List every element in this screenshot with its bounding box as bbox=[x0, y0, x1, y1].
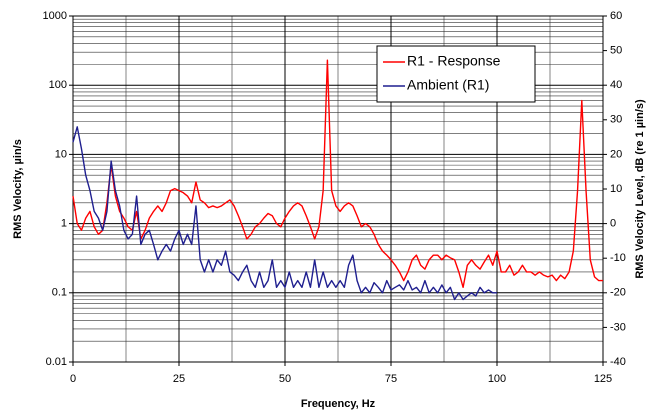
y2-tick-label: 0 bbox=[610, 218, 616, 230]
y2-tick-label: -30 bbox=[610, 321, 626, 333]
legend-box bbox=[376, 45, 536, 103]
y-tick-label: 1 bbox=[61, 218, 67, 230]
y2-axis-label: RMS Velocity Level, dB (re 1 µin/s) bbox=[634, 99, 646, 279]
x-tick-label: 125 bbox=[594, 373, 612, 385]
x-tick-label: 75 bbox=[385, 373, 397, 385]
y2-tick-label: 30 bbox=[610, 114, 622, 126]
y2-tick-label: 50 bbox=[610, 45, 622, 57]
y2-tick-label: -40 bbox=[610, 356, 626, 368]
series-line bbox=[72, 126, 497, 301]
x-tick-label: 25 bbox=[173, 373, 185, 385]
y2-tick-label: 20 bbox=[610, 148, 622, 160]
y-tick-label: 10 bbox=[55, 148, 67, 160]
plot-frame bbox=[72, 15, 604, 363]
series-line bbox=[72, 59, 603, 289]
legend-label: Ambient (R1) bbox=[407, 77, 489, 93]
y2-tick-label: -10 bbox=[610, 252, 626, 264]
y2-tick-label: 40 bbox=[610, 79, 622, 91]
legend-label: R1 - Response bbox=[407, 53, 501, 69]
x-tick-label: 100 bbox=[488, 373, 506, 385]
y-tick-label: 100 bbox=[49, 79, 67, 91]
y2-tick-label: 60 bbox=[610, 10, 622, 22]
y2-tick-label: -20 bbox=[610, 287, 626, 299]
x-axis-label: Frequency, Hz bbox=[301, 398, 376, 410]
x-tick-label: 0 bbox=[70, 373, 76, 385]
y-tick-label: 0.1 bbox=[52, 287, 67, 299]
y-axis-label: RMS Velocity, µin/s bbox=[12, 139, 24, 239]
y-tick-label: 1000 bbox=[43, 10, 67, 22]
y-tick-label: 0.01 bbox=[46, 356, 67, 368]
y2-tick-label: 10 bbox=[610, 183, 622, 195]
x-tick-label: 50 bbox=[279, 373, 291, 385]
